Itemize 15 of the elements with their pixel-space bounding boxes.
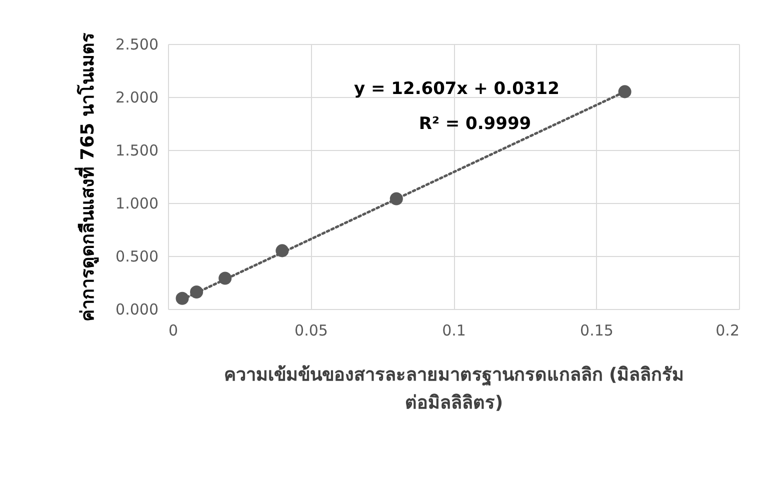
y-tick-label: 0.000 xyxy=(116,300,158,318)
x-tick-label: 0.15 xyxy=(580,322,614,340)
x-tick-label: 0.1 xyxy=(442,322,466,340)
y-tick-label: 0.500 xyxy=(116,248,158,266)
x-tick-label: 0 xyxy=(168,322,178,340)
annotation: y = 12.607x + 0.0312 xyxy=(354,79,560,99)
annotation: R² = 0.9999 xyxy=(418,114,532,134)
y-tick-label: 2.000 xyxy=(116,88,158,106)
x-tick-label: 0.2 xyxy=(716,322,740,340)
y-tick-label: 2.500 xyxy=(116,36,158,54)
x-tick-label: 0.05 xyxy=(294,322,328,340)
y-tick-label: 1.000 xyxy=(116,194,158,212)
x-axis-title: ความเข้มข้นของสารละลายมาตรฐานกรดแกลลิก (มิลลิกรัม ต่อมิลลิลิตร) xyxy=(224,364,684,414)
y-tick-label: 1.500 xyxy=(116,142,158,160)
y-axis-title: ค่าการดูดกลืนแสงที่ 765 นาโนเมตร xyxy=(74,32,100,322)
